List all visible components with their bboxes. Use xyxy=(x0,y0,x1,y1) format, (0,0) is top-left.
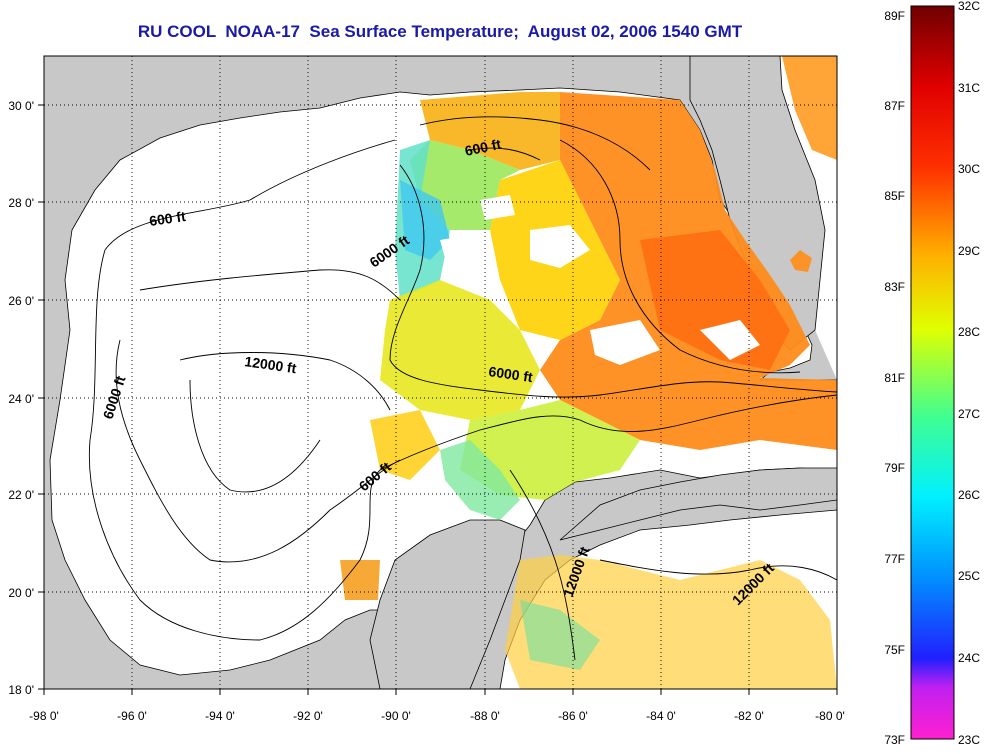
colorbar-c-label: 31C xyxy=(958,81,980,95)
colorbar-f-labels: 89F 87F 85F 83F 81F 79F 77F 75F 73F xyxy=(884,9,905,747)
map-title: RU COOL NOAA-17 Sea Surface Temperature;… xyxy=(137,22,743,41)
colorbar-f-label: 89F xyxy=(884,9,905,23)
colorbar-f-label: 77F xyxy=(884,552,905,566)
grid-lines xyxy=(44,56,837,689)
bathymetry-contours xyxy=(88,116,837,661)
colorbar-c-label: 28C xyxy=(958,325,980,339)
y-tick-label: 24 0' xyxy=(8,392,34,406)
cuba-land xyxy=(559,467,837,541)
y-tick-label: 20 0' xyxy=(8,586,34,600)
colorbar-c-label: 27C xyxy=(958,407,980,421)
colorbar-c-label: 26C xyxy=(958,488,980,502)
x-tick-label: -88 0' xyxy=(470,709,500,723)
y-tick-label: 22 0' xyxy=(8,488,34,502)
map-frame xyxy=(43,55,838,690)
colorbar: 89F 87F 85F 83F 81F 79F 77F 75F 73F 32C … xyxy=(884,0,980,747)
colorbar-f-label: 79F xyxy=(884,461,905,475)
x-tick-label: -80 0' xyxy=(815,709,845,723)
colorbar-c-label: 23C xyxy=(958,733,980,747)
colorbar-f-label: 81F xyxy=(884,371,905,385)
colorbar-c-label: 24C xyxy=(958,651,980,665)
y-tick-label: 26 0' xyxy=(8,294,34,308)
colorbar-c-label: 29C xyxy=(958,244,980,258)
colorbar-gradient xyxy=(910,5,955,740)
x-tick-label: -92 0' xyxy=(293,709,323,723)
x-tick-label: -96 0' xyxy=(117,709,147,723)
colorbar-f-label: 75F xyxy=(884,643,905,657)
colorbar-f-label: 85F xyxy=(884,189,905,203)
x-tick-label: -86 0' xyxy=(558,709,588,723)
x-tick-label: -98 0' xyxy=(29,709,59,723)
colorbar-f-label: 87F xyxy=(884,99,905,113)
x-tick-label: -82 0' xyxy=(734,709,764,723)
sst-data xyxy=(340,56,837,689)
x-tick-label: -94 0' xyxy=(205,709,235,723)
colorbar-f-label: 83F xyxy=(884,280,905,294)
colorbar-c-labels: 32C 31C 30C 29C 28C 27C 26C 25C 24C 23C xyxy=(958,0,980,747)
y-tick-label: 28 0' xyxy=(8,196,34,210)
contour-label: 600 ft xyxy=(148,208,187,229)
contour-label: 6000 ft xyxy=(488,363,534,385)
y-tick-label: 30 0' xyxy=(8,99,34,113)
x-tick-label: -84 0' xyxy=(646,709,676,723)
colorbar-f-label: 73F xyxy=(884,733,905,747)
contour-label: 12000 ft xyxy=(244,353,298,376)
x-tick-labels: -98 0' -96 0' -94 0' -92 0' -90 0' -88 0… xyxy=(29,709,845,723)
x-tick-label: -90 0' xyxy=(381,709,411,723)
contour-label: 600 ft xyxy=(463,136,502,159)
tick-marks xyxy=(38,104,838,695)
colorbar-c-label: 32C xyxy=(958,0,980,13)
y-tick-labels: 30 0' 28 0' 26 0' 24 0' 22 0' 20 0' 18 0… xyxy=(8,99,34,697)
y-tick-label: 18 0' xyxy=(8,683,34,697)
map-area: 600 ft 600 ft 6000 ft 12000 ft 6000 ft 6… xyxy=(44,56,837,689)
colorbar-c-label: 30C xyxy=(958,162,980,176)
colorbar-c-label: 25C xyxy=(958,569,980,583)
